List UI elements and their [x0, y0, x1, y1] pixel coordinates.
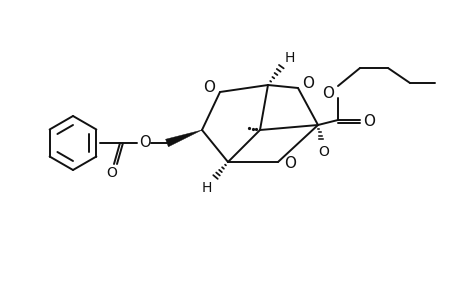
Text: O: O: [283, 155, 295, 170]
Text: H: H: [202, 181, 212, 195]
Text: O: O: [139, 134, 151, 149]
Polygon shape: [165, 130, 202, 147]
Text: O: O: [202, 80, 214, 94]
Text: O: O: [362, 113, 374, 128]
Text: O: O: [302, 76, 313, 91]
Text: H: H: [284, 51, 295, 65]
Text: O: O: [321, 85, 333, 100]
Text: O: O: [318, 145, 329, 159]
Text: O: O: [106, 166, 117, 180]
